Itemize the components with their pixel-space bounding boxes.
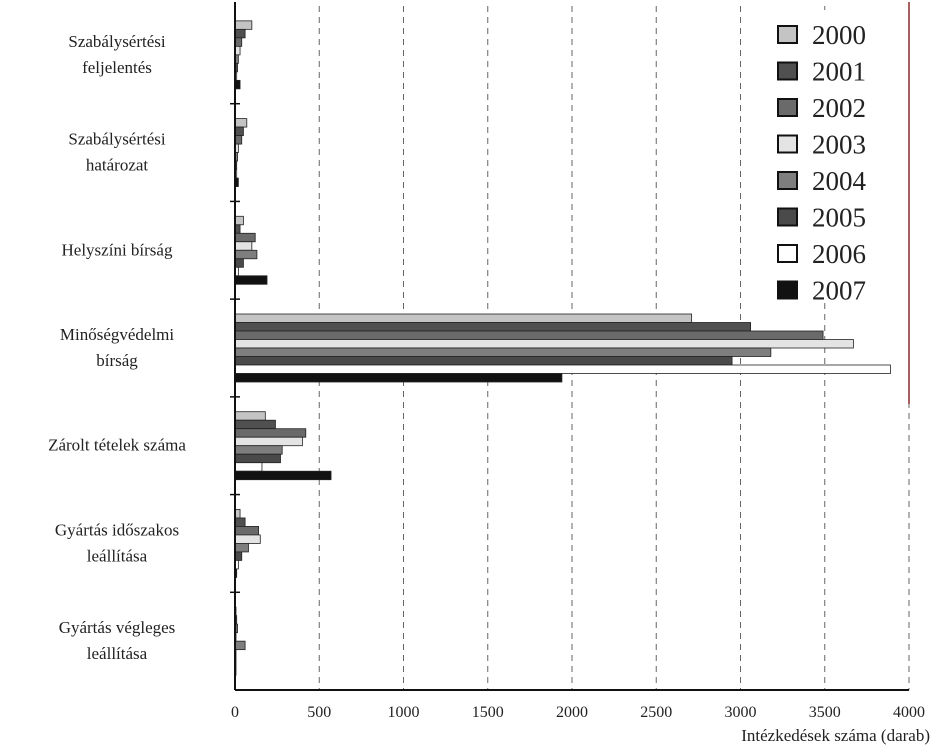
- legend-swatch-2003: [777, 134, 798, 154]
- bar-2004: [234, 543, 249, 553]
- legend-label: 2005: [812, 203, 866, 233]
- bar-2005: [234, 258, 244, 268]
- legend-swatch-2000: [777, 25, 798, 44]
- bar-2000: [234, 215, 244, 226]
- x-tick-label: 3000: [725, 704, 757, 721]
- bar-2007: [234, 373, 563, 383]
- x-axis-label: Intézkedések száma (darab): [741, 726, 930, 745]
- bar-2001: [234, 322, 752, 332]
- category-label: Zárolt tételek száma: [48, 436, 186, 455]
- legend-swatch-2005: [777, 207, 798, 227]
- bar-2003: [234, 534, 261, 544]
- bar-2006: [234, 462, 263, 472]
- legend-swatch-2002: [777, 98, 798, 117]
- category-label: Gyártás időszakos: [55, 520, 179, 539]
- legend-label: 2004: [812, 166, 867, 196]
- legend-label: 2003: [812, 130, 866, 160]
- bar-2001: [234, 126, 244, 136]
- bar-2004: [234, 347, 772, 357]
- category-label: határozat: [86, 156, 149, 175]
- legend-label: 2007: [812, 276, 866, 306]
- category-label: Gyártás végleges: [59, 618, 176, 637]
- bar-2000: [234, 411, 266, 421]
- category-label: bírság: [96, 351, 138, 370]
- legend: 2000 2001 2002 2003 2004 2005 2006 2007: [760, 10, 900, 306]
- legend-swatch-2001: [777, 61, 798, 81]
- bar-2002: [234, 428, 307, 438]
- x-tick-label: 1000: [388, 704, 420, 721]
- legend-label: 2001: [812, 57, 866, 87]
- bar-2002: [234, 330, 824, 340]
- x-tick-label: 1500: [472, 704, 504, 721]
- bar-2003: [234, 436, 303, 447]
- x-tick-label: 4000: [893, 704, 925, 721]
- bar-2007: [234, 275, 268, 285]
- bar-2001: [234, 517, 246, 527]
- x-tick-label: 0: [231, 704, 239, 721]
- bar-2005: [234, 356, 733, 366]
- bar-2006: [234, 364, 891, 374]
- x-tick-label: 2000: [556, 704, 588, 721]
- bar-2003: [234, 339, 854, 349]
- bar-2007: [234, 470, 332, 481]
- legend-label: 2002: [812, 93, 866, 123]
- category-label: Minőségvédelmi: [60, 325, 175, 344]
- x-tick-label: 2500: [640, 704, 672, 721]
- bar-2005: [234, 551, 243, 561]
- bar-2001: [234, 419, 276, 430]
- bar-2000: [234, 20, 253, 30]
- legend-swatch-2004: [777, 171, 798, 190]
- bar-2004: [234, 640, 246, 651]
- bar-2004: [234, 249, 258, 260]
- bar-2001: [234, 28, 246, 39]
- category-labels: Szabálysértési feljelentés Szabálysértési h…: [48, 32, 186, 663]
- bar-2002: [234, 526, 259, 536]
- x-tick-label: 3500: [809, 704, 841, 721]
- category-label: Szabálysértési: [68, 32, 166, 51]
- bar-2003: [234, 241, 253, 251]
- bar-2005: [234, 453, 281, 464]
- category-label: Helyszíni bírság: [62, 240, 173, 259]
- category-label: Szabálysértési: [68, 130, 166, 149]
- category-label: leállítása: [87, 546, 148, 565]
- category-label: feljelentés: [82, 58, 152, 77]
- x-tick-label: 500: [307, 704, 331, 721]
- bar-2002: [234, 232, 256, 243]
- x-tick-labels: 0 500 1000 1500 2000 2500 3000 3500 4000: [231, 704, 925, 721]
- bars: [234, 20, 891, 676]
- category-label: leállítása: [87, 644, 148, 663]
- bar-2002: [234, 37, 243, 47]
- legend-label: 2006: [812, 239, 866, 269]
- legend-label: 2000: [812, 20, 866, 50]
- legend-swatch-2006: [777, 244, 798, 263]
- bar-2000: [234, 118, 248, 128]
- axes: [230, 2, 910, 691]
- legend-swatch-2007: [777, 280, 798, 300]
- bar-2002: [234, 135, 243, 145]
- bar-2004: [234, 445, 283, 455]
- bar-2000: [234, 313, 693, 323]
